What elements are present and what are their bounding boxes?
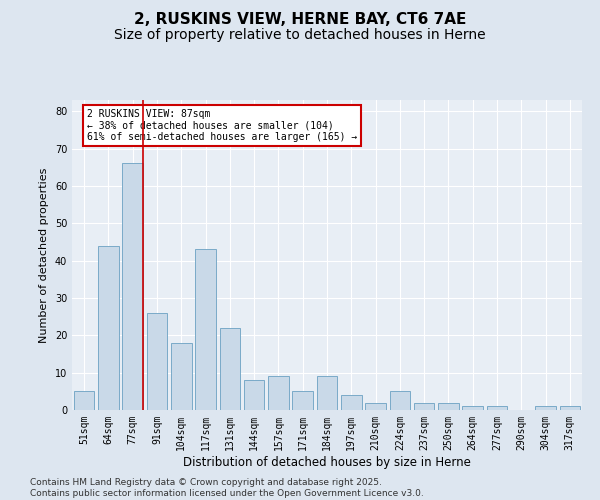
Bar bbox=[195, 250, 216, 410]
Bar bbox=[365, 402, 386, 410]
Bar bbox=[122, 164, 143, 410]
Text: 2, RUSKINS VIEW, HERNE BAY, CT6 7AE: 2, RUSKINS VIEW, HERNE BAY, CT6 7AE bbox=[134, 12, 466, 28]
Bar bbox=[98, 246, 119, 410]
X-axis label: Distribution of detached houses by size in Herne: Distribution of detached houses by size … bbox=[183, 456, 471, 468]
Bar bbox=[292, 392, 313, 410]
Bar bbox=[220, 328, 240, 410]
Bar bbox=[389, 392, 410, 410]
Bar bbox=[414, 402, 434, 410]
Bar bbox=[146, 313, 167, 410]
Bar bbox=[463, 406, 483, 410]
Text: Contains HM Land Registry data © Crown copyright and database right 2025.
Contai: Contains HM Land Registry data © Crown c… bbox=[30, 478, 424, 498]
Bar bbox=[317, 376, 337, 410]
Bar bbox=[438, 402, 459, 410]
Text: Size of property relative to detached houses in Herne: Size of property relative to detached ho… bbox=[114, 28, 486, 42]
Text: 2 RUSKINS VIEW: 87sqm
← 38% of detached houses are smaller (104)
61% of semi-det: 2 RUSKINS VIEW: 87sqm ← 38% of detached … bbox=[88, 110, 358, 142]
Y-axis label: Number of detached properties: Number of detached properties bbox=[39, 168, 49, 342]
Bar bbox=[74, 392, 94, 410]
Bar bbox=[535, 406, 556, 410]
Bar bbox=[487, 406, 508, 410]
Bar bbox=[560, 406, 580, 410]
Bar bbox=[244, 380, 265, 410]
Bar bbox=[268, 376, 289, 410]
Bar bbox=[341, 395, 362, 410]
Bar bbox=[171, 343, 191, 410]
